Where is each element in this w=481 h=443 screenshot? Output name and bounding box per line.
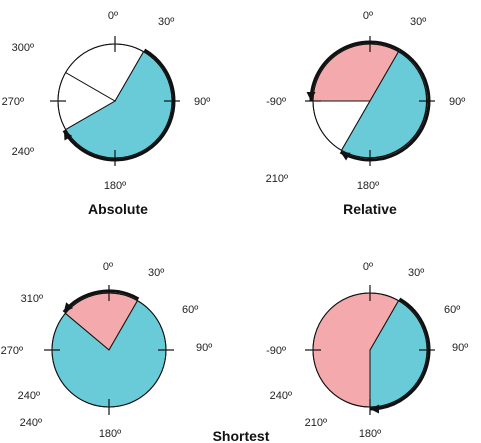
- absolute-motion-arc: [62, 48, 176, 162]
- shortest-right-label-30: 30º: [408, 267, 424, 279]
- shortest-left-ticks: [44, 285, 174, 415]
- shortest-right-motion-arc: [369, 297, 431, 411]
- shortest-right-label-180: 180º: [359, 428, 381, 440]
- shortest-left-label-240-b: 240º: [20, 417, 42, 429]
- shortest-left-label-0: 0º: [103, 261, 113, 273]
- absolute-label-0: 0º: [108, 10, 118, 22]
- relative-ticks: [305, 36, 435, 166]
- absolute-diagram: 0º 30º 90º 180º 270º 300º 240º Absolute: [2, 10, 211, 217]
- relative-label-30: 30º: [410, 16, 426, 28]
- relative-label-210: 210º: [266, 173, 288, 185]
- absolute-ticks: [50, 36, 180, 166]
- shortest-right-label-90: 90º: [452, 342, 468, 354]
- relative-arrowhead-2-icon: [306, 92, 316, 101]
- shortest-right-label-60: 60º: [444, 304, 460, 316]
- absolute-label-30: 30º: [158, 16, 174, 28]
- relative-arrowhead-icon: [340, 152, 351, 161]
- shortest-left-label-310: 310º: [21, 293, 43, 305]
- absolute-label-240: 240º: [12, 146, 34, 158]
- relative-label-90: 90º: [449, 96, 465, 108]
- relative-motion-arc: [339, 48, 431, 162]
- relative-motion-arc-2: [309, 40, 401, 102]
- relative-diagram: 0º 30º 90º 180º -90º 210º Relative: [266, 10, 466, 217]
- shortest-right-label-240: 240º: [270, 390, 292, 402]
- shortest-right-label-0: 0º: [363, 261, 373, 273]
- shortest-right-ticks: [305, 285, 435, 415]
- shortest-left-motion-arc: [62, 289, 140, 314]
- absolute-label-90: 90º: [194, 96, 210, 108]
- shortest-left-label-30: 30º: [148, 267, 164, 279]
- shortest-left-label-60: 60º: [182, 304, 198, 316]
- shortest-left-label-180: 180º: [99, 428, 121, 440]
- absolute-label-300: 300º: [12, 42, 34, 54]
- shortest-left-diagram: 0º 30º 60º 90º 180º 270º 310º 240º 240º: [1, 261, 213, 440]
- absolute-arrowhead-icon: [63, 130, 73, 141]
- shortest-left-label-240-a: 240º: [18, 390, 40, 402]
- absolute-label-180: 180º: [104, 180, 126, 192]
- shortest-right-label-210: 210º: [305, 417, 327, 429]
- shortest-right-label-minus90: -90º: [266, 345, 286, 357]
- relative-label-180: 180º: [357, 180, 379, 192]
- shortest-caption: Shortest: [213, 428, 270, 443]
- shortest-left-arrowhead-icon: [63, 302, 74, 313]
- shortest-left-label-90: 90º: [196, 342, 212, 354]
- relative-label-0: 0º: [363, 10, 373, 22]
- absolute-label-270: 270º: [2, 96, 24, 108]
- shortest-right-arrowhead-icon: [370, 404, 379, 414]
- absolute-caption: Absolute: [88, 201, 148, 217]
- relative-label-minus90: -90º: [266, 96, 286, 108]
- shortest-right-diagram: 0º 30º 60º 90º 180º -90º 210º 240º: [266, 261, 468, 440]
- shortest-left-label-270: 270º: [1, 345, 23, 357]
- relative-caption: Relative: [343, 201, 397, 217]
